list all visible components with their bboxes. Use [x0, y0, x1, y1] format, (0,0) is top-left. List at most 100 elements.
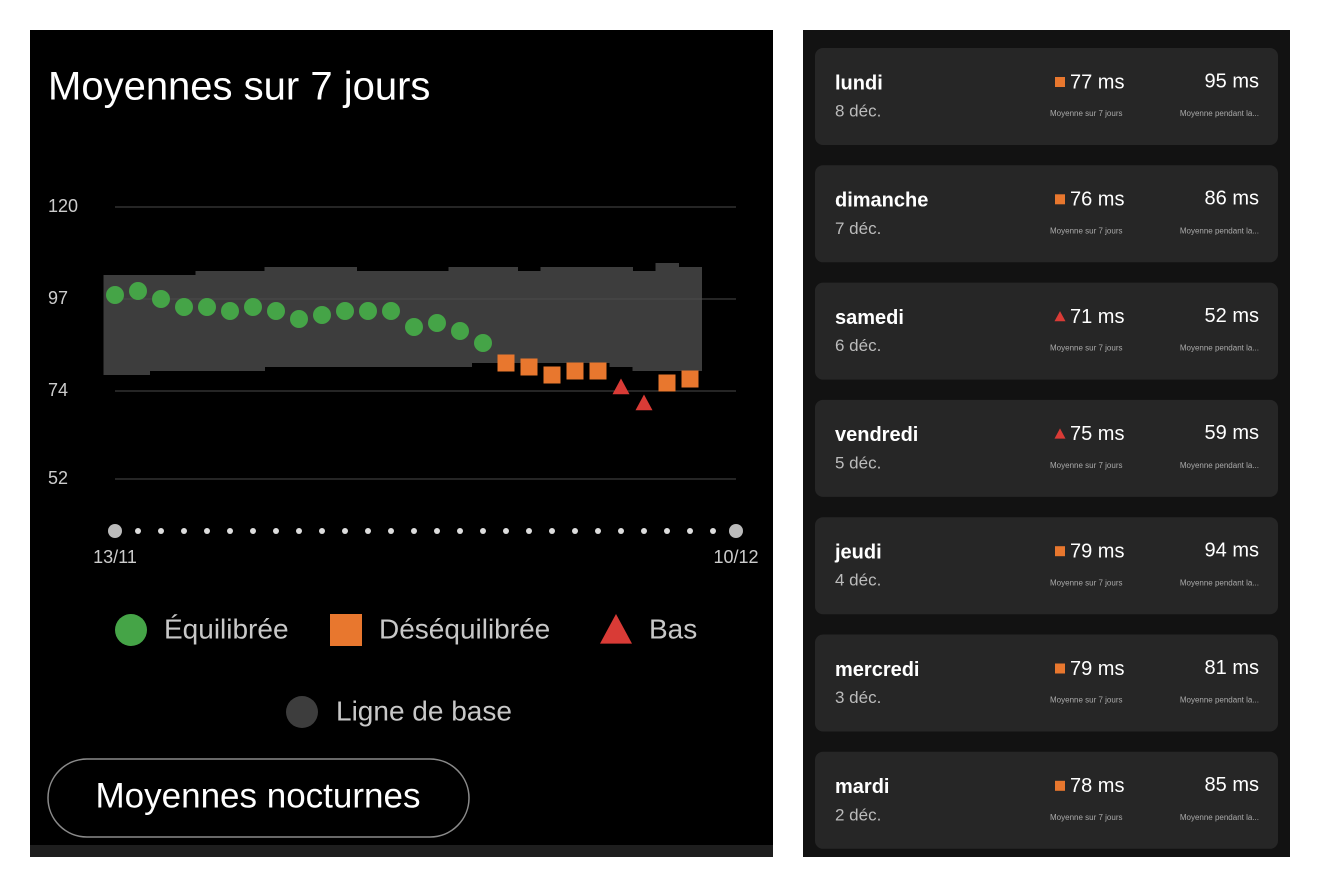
x-tick-dot	[664, 528, 670, 534]
status-icon	[1054, 428, 1066, 439]
point	[681, 370, 699, 388]
x-tick-dot	[618, 528, 624, 534]
legend-label: Équilibrée	[164, 613, 289, 644]
x-tick-dot	[296, 528, 302, 534]
list-item[interactable]	[815, 48, 1278, 145]
baseline-band	[586, 267, 610, 363]
point	[175, 298, 193, 316]
x-tick-dot	[480, 528, 486, 534]
baseline-band	[195, 271, 219, 371]
day: lundi	[835, 72, 883, 94]
x-tick-dot	[434, 528, 440, 534]
point	[497, 354, 515, 372]
point	[290, 310, 308, 328]
avg7-caption: Moyenne sur 7 jours	[1050, 461, 1122, 470]
status-icon	[1054, 311, 1066, 322]
point	[198, 298, 216, 316]
x-tick-dot	[411, 528, 417, 534]
point	[589, 362, 607, 380]
x-tick-dot	[108, 524, 122, 538]
legend-label: Bas	[649, 613, 697, 644]
avg7-caption: Moyenne sur 7 jours	[1050, 696, 1122, 705]
chart-title: Moyennes sur 7 jours	[48, 65, 430, 109]
night-value: 59 ms	[1205, 422, 1259, 444]
date: 6 déc.	[835, 336, 881, 355]
avg7-value: 71 ms	[1070, 306, 1124, 328]
x-tick-dot	[365, 528, 371, 534]
point	[612, 378, 630, 395]
baseline-band	[126, 275, 150, 375]
date: 8 déc.	[835, 101, 881, 120]
x-tick-dot	[181, 528, 187, 534]
chart-panel	[30, 30, 773, 857]
night-value: 85 ms	[1205, 774, 1259, 796]
x-tick-dot	[687, 528, 693, 534]
list-item[interactable]	[815, 399, 1278, 497]
point	[336, 302, 354, 320]
baseline-band	[494, 267, 518, 363]
day: vendredi	[835, 424, 918, 446]
baseline-band	[655, 263, 679, 371]
avg7-value: 76 ms	[1070, 189, 1124, 211]
x-tick-dot	[729, 524, 743, 538]
date: 7 déc.	[835, 219, 881, 238]
x-tick-dot	[250, 528, 256, 534]
baseline-band	[149, 275, 173, 371]
x-tick-dot	[549, 528, 555, 534]
avg7-caption: Moyenne sur 7 jours	[1050, 109, 1122, 118]
x-tick-dot	[227, 528, 233, 534]
night-caption: Moyenne pendant la...	[1180, 696, 1259, 705]
x-tick-dot	[319, 528, 325, 534]
baseline-band	[540, 267, 564, 363]
point	[359, 302, 377, 320]
button-label[interactable]: Moyennes nocturnes	[96, 776, 421, 815]
avg7-value: 79 ms	[1070, 540, 1124, 562]
day: dimanche	[835, 190, 928, 212]
x-tick-dot	[273, 528, 279, 534]
list-item[interactable]	[815, 751, 1278, 849]
point	[382, 302, 400, 320]
avg7-caption: Moyenne sur 7 jours	[1050, 226, 1122, 235]
list-item[interactable]	[815, 517, 1278, 615]
night-button[interactable]	[47, 758, 470, 838]
y-tick-label: 97	[48, 288, 68, 308]
legend-marker	[330, 614, 362, 646]
point	[267, 302, 285, 320]
list-item[interactable]	[815, 282, 1278, 380]
baseline-band	[218, 271, 242, 371]
status-icon	[1055, 663, 1065, 674]
night-caption: Moyenne pendant la...	[1180, 226, 1259, 235]
legend-label: Déséquilibrée	[379, 613, 550, 644]
point	[405, 318, 423, 336]
date: 3 déc.	[835, 688, 881, 707]
date: 4 déc.	[835, 571, 881, 590]
x-tick-dot	[388, 528, 394, 534]
status-icon	[1055, 194, 1065, 205]
x-tick-dot	[641, 528, 647, 534]
x-tick-dot	[572, 528, 578, 534]
list-item[interactable]	[815, 634, 1278, 732]
baseline-band	[517, 271, 541, 363]
x-tick-dot	[342, 528, 348, 534]
y-tick-label: 120	[48, 196, 78, 216]
avg7-value: 77 ms	[1070, 71, 1124, 93]
list-item[interactable]	[815, 165, 1278, 263]
x-tick-dot	[158, 528, 164, 534]
point	[451, 322, 469, 340]
point	[129, 282, 147, 300]
night-caption: Moyenne pendant la...	[1180, 344, 1259, 353]
x-tick-dot	[526, 528, 532, 534]
night-value: 81 ms	[1205, 657, 1259, 679]
legend-label: Ligne de base	[336, 695, 512, 726]
avg7-value: 79 ms	[1070, 658, 1124, 680]
baseline-band	[241, 271, 265, 371]
status-icon	[1055, 546, 1065, 557]
point	[244, 298, 262, 316]
night-caption: Moyenne pendant la...	[1180, 578, 1259, 587]
date: 2 déc.	[835, 805, 881, 824]
baseline-band	[563, 267, 587, 363]
y-tick-label: 52	[48, 468, 68, 488]
night-value: 52 ms	[1205, 305, 1259, 327]
